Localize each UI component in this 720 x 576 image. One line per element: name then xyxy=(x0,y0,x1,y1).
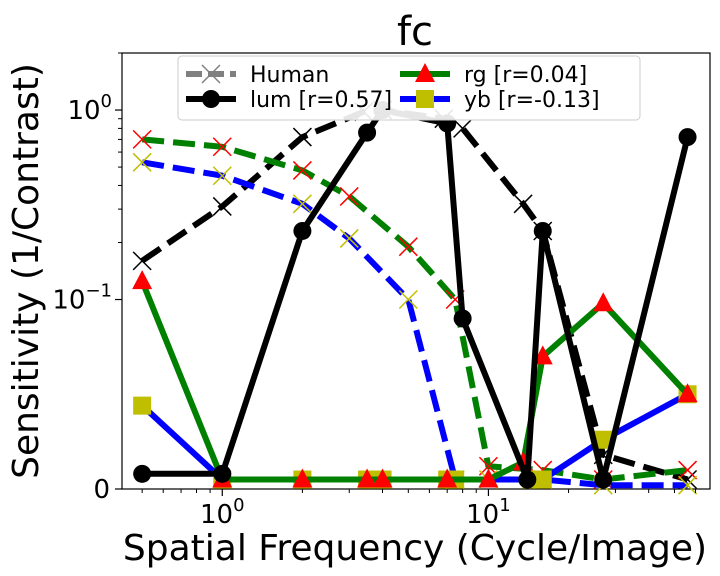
data-point-model-lum xyxy=(358,123,377,142)
y-axis-label: Sensitivity (1/Contrast) xyxy=(6,63,47,479)
data-point-human-rg xyxy=(339,186,359,206)
y-tick-label: 10−1 xyxy=(52,281,112,316)
data-point-human-yb xyxy=(398,289,418,310)
data-point-human-lum xyxy=(132,251,152,271)
x-tick-label: 100 xyxy=(200,495,245,530)
x-axis-label: Spatial Frequency (Cycle/Image) xyxy=(123,528,707,569)
y-tick-label: 100 xyxy=(67,91,112,126)
data-point-model-yb xyxy=(533,470,552,489)
legend-label: lum [r=0.57] xyxy=(250,88,392,113)
legend-handle xyxy=(400,63,450,82)
legend-label: Human xyxy=(250,63,329,88)
legend-handle xyxy=(186,90,236,108)
data-point-model-rg xyxy=(677,383,698,403)
data-point-model-rg xyxy=(357,468,378,488)
legend-marker xyxy=(416,90,434,108)
data-point-human-lum xyxy=(513,194,533,214)
data-point-model-rg xyxy=(292,468,313,488)
data-point-human-yb xyxy=(678,475,698,495)
series-model-rg xyxy=(132,270,698,488)
plot-frame xyxy=(121,52,711,490)
data-point-model-rg xyxy=(132,270,153,290)
data-point-model-rg xyxy=(372,468,393,488)
ticks-layer: 100 101 0 10−1 100 xyxy=(52,52,697,530)
data-point-model-rg xyxy=(478,468,499,488)
data-point-model-lum xyxy=(678,128,697,147)
data-point-human-rg xyxy=(398,237,418,257)
data-point-model-lum xyxy=(213,464,232,483)
data-point-human-yb xyxy=(292,194,312,214)
legend-marker xyxy=(201,64,221,84)
y-tick-label: 0 xyxy=(93,475,110,505)
x-tick-label: 101 xyxy=(466,495,511,530)
data-point-model-rg xyxy=(593,292,614,312)
plot-area xyxy=(121,52,711,490)
data-point-model-lum xyxy=(594,470,613,489)
legend-label: rg [r=0.04] xyxy=(464,63,587,88)
data-point-human-yb xyxy=(339,228,359,248)
series-line-human-lum xyxy=(140,106,689,483)
data-point-model-yb xyxy=(594,430,613,449)
series-line-model-lum xyxy=(142,106,691,481)
data-point-model-lum xyxy=(453,309,472,328)
data-point-human-rg xyxy=(132,129,152,149)
data-point-human-rg xyxy=(678,460,698,480)
data-point-human-rg xyxy=(292,160,312,180)
data-point-model-yb xyxy=(133,396,152,415)
data-point-human-yb xyxy=(132,152,152,172)
data-point-human-lum xyxy=(212,196,232,216)
data-point-human-yb xyxy=(212,166,232,186)
data-point-model-lum xyxy=(518,470,537,489)
legend-box xyxy=(177,55,641,121)
series-line-human-rg xyxy=(141,136,688,483)
series-model-lum xyxy=(133,101,697,489)
chart-title: fc xyxy=(397,9,433,55)
data-point-model-lum xyxy=(293,221,312,240)
series-human-lum xyxy=(132,100,698,490)
data-point-human-lum xyxy=(453,118,473,138)
data-point-human-rg xyxy=(212,137,232,157)
legend-handle xyxy=(400,90,450,108)
data-point-model-lum xyxy=(133,464,152,483)
legend-marker xyxy=(202,90,220,108)
data-point-model-lum xyxy=(533,221,552,240)
data-point-human-lum xyxy=(292,127,312,147)
data-point-human-rg xyxy=(478,456,498,476)
series-layer xyxy=(132,100,698,495)
legend-label: yb [r=-0.13] xyxy=(464,88,600,113)
legend-handle xyxy=(186,64,236,84)
data-point-model-rg xyxy=(437,468,458,488)
legend-marker xyxy=(415,63,435,82)
